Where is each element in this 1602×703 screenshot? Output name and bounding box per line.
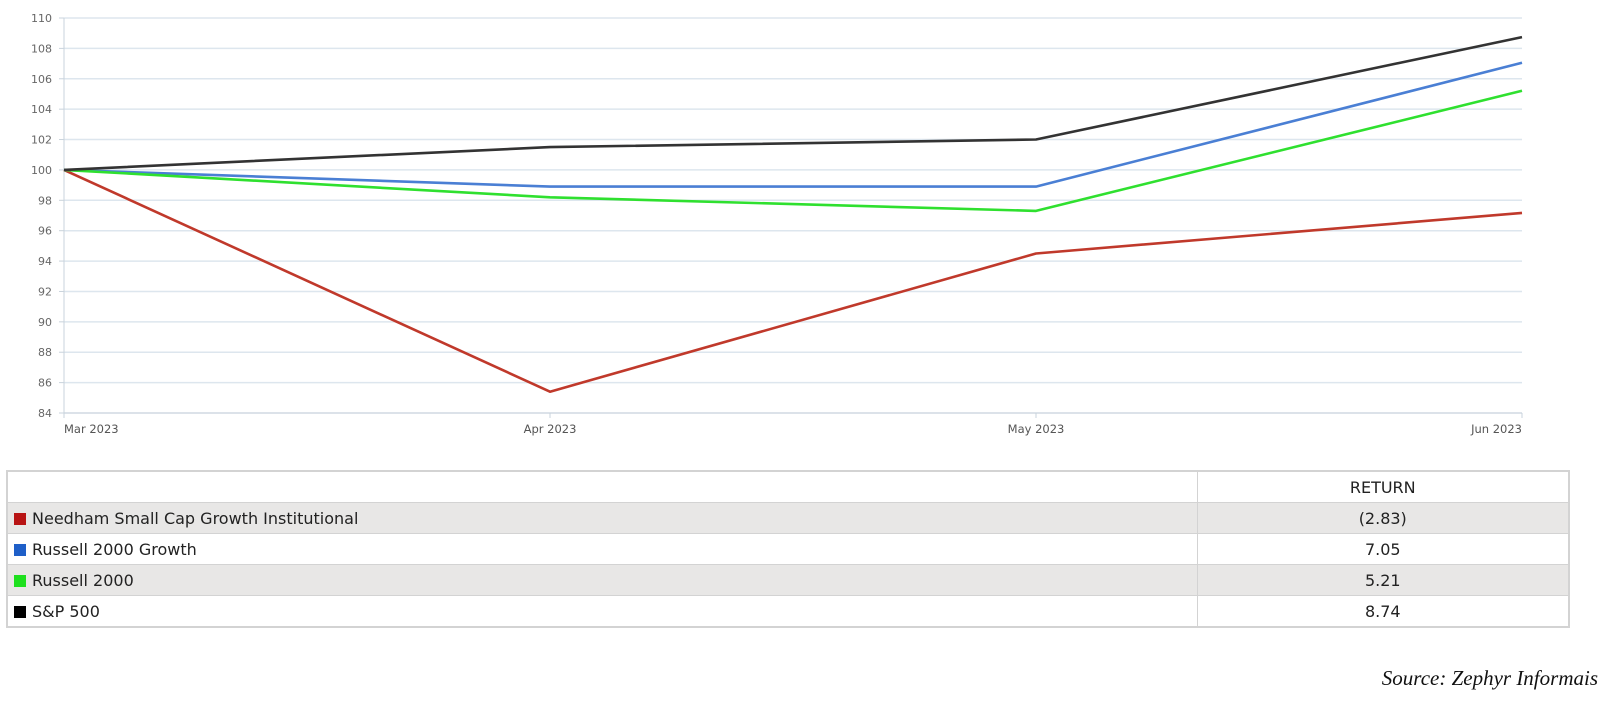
y-tick-label: 110 — [31, 12, 52, 25]
x-tick-label: May 2023 — [1008, 422, 1065, 436]
y-tick-label: 98 — [38, 194, 52, 207]
return-column-header: RETURN — [1196, 470, 1570, 503]
table-header-blank — [6, 470, 1198, 503]
return-value: (2.83) — [1196, 502, 1570, 534]
table-row: S&P 500 8.74 — [6, 595, 1570, 628]
series-name: Russell 2000 Growth — [32, 539, 197, 559]
table-row: Russell 2000 Growth 7.05 — [6, 533, 1570, 565]
legend-swatch — [14, 574, 26, 587]
series-line-2 — [63, 61, 1523, 188]
series-line-3 — [63, 89, 1523, 213]
x-tick-label: Apr 2023 — [524, 422, 577, 436]
chart-series — [63, 35, 1523, 394]
chart-grid — [63, 17, 1522, 414]
return-value: 8.74 — [1196, 595, 1570, 628]
y-tick-label: 84 — [38, 407, 52, 420]
x-tick-label: Mar 2023 — [64, 422, 119, 436]
legend-swatch — [14, 512, 26, 525]
returns-table: RETURN Needham Small Cap Growth Institut… — [6, 470, 1570, 628]
table-row: Needham Small Cap Growth Institutional (… — [6, 502, 1570, 534]
y-tick-label: 106 — [31, 73, 52, 86]
series-name-cell: Russell 2000 — [6, 564, 1198, 596]
series-line-4 — [63, 35, 1523, 172]
series-name: Russell 2000 — [32, 570, 134, 590]
y-tick-label: 108 — [31, 42, 52, 55]
y-tick-label: 104 — [31, 103, 52, 116]
legend-swatch — [14, 543, 26, 556]
source-caption: Source: Zephyr Informais — [1381, 666, 1598, 690]
x-tick-label: Jun 2023 — [1470, 422, 1522, 436]
y-tick-label: 88 — [38, 346, 52, 359]
series-line-1 — [63, 168, 1523, 394]
legend-swatch — [14, 605, 26, 618]
series-name: Needham Small Cap Growth Institutional — [32, 508, 359, 528]
y-tick-label: 92 — [38, 285, 52, 298]
y-tick-label: 96 — [38, 225, 52, 238]
y-axis-ticks: 84 86 88 90 92 94 96 98 100 102 104 106 108 110 — [31, 12, 64, 420]
y-tick-label: 100 — [31, 164, 52, 177]
series-name-cell: S&P 500 — [6, 595, 1198, 628]
y-tick-label: 94 — [38, 255, 52, 268]
y-tick-label: 90 — [38, 316, 52, 329]
x-axis-ticks: Mar 2023 Apr 2023 May 2023 Jun 2023 — [63, 413, 1523, 436]
table-row: Russell 2000 5.21 — [6, 564, 1570, 596]
line-chart: 84 86 88 90 92 94 96 98 100 102 104 106 108 110 Mar 2… — [31, 12, 1523, 436]
table-header-row: RETURN — [6, 470, 1570, 503]
y-tick-label: 86 — [38, 377, 52, 390]
series-name-cell: Russell 2000 Growth — [6, 533, 1198, 565]
series-name: S&P 500 — [32, 601, 100, 621]
return-value: 7.05 — [1196, 533, 1570, 565]
series-name-cell: Needham Small Cap Growth Institutional — [6, 502, 1198, 534]
y-tick-label: 102 — [31, 134, 52, 147]
return-value: 5.21 — [1196, 564, 1570, 596]
